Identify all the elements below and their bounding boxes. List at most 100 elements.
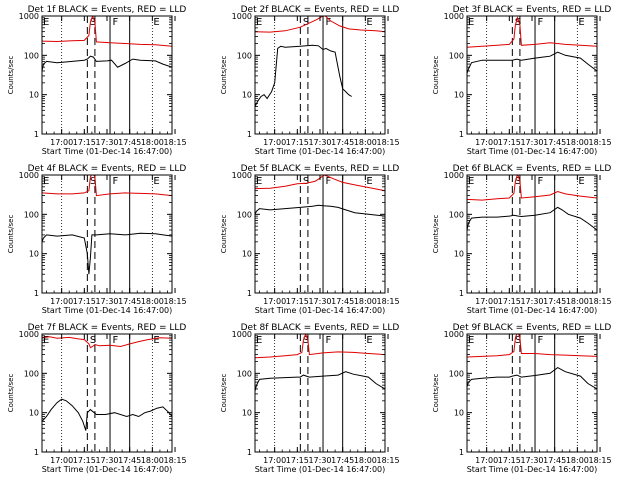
x-tick-label: 18:00	[354, 297, 377, 306]
y-tick-label: 10	[242, 250, 252, 259]
y-tick-label: 100	[237, 210, 252, 219]
y-axis-label: Counts/sec	[7, 374, 15, 413]
x-tick-label: 18:00	[566, 297, 589, 306]
series-lld-red	[42, 336, 172, 349]
x-tick-label: 18:15	[588, 456, 611, 465]
segment-label: E	[43, 335, 49, 346]
x-tick-label: 18:15	[163, 297, 186, 306]
y-tick-label: 1	[34, 289, 39, 298]
segment-label: E	[153, 176, 159, 187]
series-lld-red	[467, 16, 597, 48]
segment-label: E	[468, 335, 474, 346]
panel-title: Det 8f BLACK = Events, RED = LLD	[241, 323, 400, 333]
x-tick-label: 17:15	[498, 138, 521, 147]
x-tick-label: 17:30	[95, 456, 118, 465]
panel-title: Det 7f BLACK = Events, RED = LLD	[28, 323, 187, 333]
x-tick-label: 17:15	[498, 456, 521, 465]
segment-label: S	[90, 176, 96, 187]
y-tick-label: 100	[24, 51, 39, 60]
panel-det-3: Det 3f BLACK = Events, RED = LLD E S F E 1 10 1…	[432, 5, 612, 156]
y-tick-label: 1000	[444, 171, 464, 180]
panel-det-4: Det 4f BLACK = Events, RED = LLD E S F E 1 10 1…	[7, 164, 187, 315]
y-tick-label: 1000	[232, 12, 252, 21]
x-tick-label: 18:00	[566, 456, 589, 465]
x-axis-label: Start Time (01-Dec-14 16:47:00)	[255, 465, 386, 474]
x-tick-label: 17:30	[520, 138, 543, 147]
x-tick-label: 17:45	[331, 138, 354, 147]
x-tick-label: 17:30	[308, 138, 331, 147]
x-tick-label: 17:45	[331, 297, 354, 306]
x-tick-label: 18:15	[376, 456, 399, 465]
plot-frame	[466, 15, 598, 135]
x-tick-label: 18:00	[141, 456, 164, 465]
x-axis-label: Start Time (01-Dec-14 16:47:00)	[42, 147, 173, 156]
x-tick-label: 17:00	[263, 297, 286, 306]
segment-label: S	[303, 176, 309, 187]
x-tick-label: 18:15	[376, 138, 399, 147]
y-axis-label: Counts/sec	[7, 56, 15, 95]
y-tick-label: 1000	[19, 330, 39, 339]
panel-title: Det 5f BLACK = Events, RED = LLD	[241, 164, 400, 174]
y-tick-label: 100	[449, 369, 464, 378]
x-tick-label: 17:45	[118, 138, 141, 147]
series-events-black	[467, 367, 597, 390]
y-axis-label: Counts/sec	[220, 215, 228, 254]
series-events-black	[255, 204, 385, 217]
x-tick-label: 17:00	[50, 456, 73, 465]
panel-det-5: Det 5f BLACK = Events, RED = LLD E S F E 1 10 1…	[220, 164, 400, 315]
x-axis-label: Start Time (01-Dec-14 16:47:00)	[42, 465, 173, 474]
y-axis-label: Counts/sec	[432, 215, 440, 254]
y-tick-label: 1000	[444, 12, 464, 21]
panel-det-6: Det 6f BLACK = Events, RED = LLD E S F E 1 10 1…	[432, 164, 612, 315]
y-tick-label: 100	[237, 369, 252, 378]
x-tick-label: 18:00	[141, 297, 164, 306]
x-tick-label: 17:15	[73, 138, 96, 147]
x-axis-label: Start Time (01-Dec-14 16:47:00)	[255, 147, 386, 156]
x-tick-label: 17:30	[308, 456, 331, 465]
y-tick-label: 10	[454, 250, 464, 259]
x-tick-label: 17:45	[118, 456, 141, 465]
y-tick-label: 1000	[19, 12, 39, 21]
y-axis-label: Counts/sec	[220, 374, 228, 413]
segment-label: F	[113, 17, 119, 28]
y-tick-label: 100	[449, 210, 464, 219]
segment-label: F	[113, 176, 119, 187]
segment-label: E	[153, 17, 159, 28]
y-tick-label: 10	[242, 409, 252, 418]
y-axis-label: Counts/sec	[432, 374, 440, 413]
segment-label: E	[43, 176, 49, 187]
y-tick-label: 1000	[444, 330, 464, 339]
series-lld-red	[467, 175, 597, 201]
series-events-black	[467, 51, 597, 74]
y-tick-label: 1000	[19, 171, 39, 180]
y-axis-label: Counts/sec	[7, 215, 15, 254]
y-tick-label: 1	[34, 448, 39, 457]
x-axis-label: Start Time (01-Dec-14 16:47:00)	[467, 147, 598, 156]
segment-label: F	[326, 176, 332, 187]
segment-label: E	[366, 17, 372, 28]
x-tick-label: 18:15	[163, 456, 186, 465]
x-axis-label: Start Time (01-Dec-14 16:47:00)	[42, 306, 173, 315]
x-tick-label: 17:15	[73, 297, 96, 306]
x-tick-label: 17:45	[543, 138, 566, 147]
segment-label: F	[326, 17, 332, 28]
y-tick-label: 100	[24, 369, 39, 378]
segment-label: F	[326, 335, 332, 346]
y-tick-label: 10	[454, 409, 464, 418]
x-tick-label: 18:00	[354, 138, 377, 147]
segment-label: S	[303, 335, 309, 346]
x-tick-label: 17:00	[475, 456, 498, 465]
segment-label: S	[303, 17, 309, 28]
series-events-black	[42, 398, 172, 431]
y-tick-label: 100	[24, 210, 39, 219]
x-tick-label: 18:00	[141, 138, 164, 147]
x-tick-label: 17:45	[543, 456, 566, 465]
segment-label: S	[90, 17, 96, 28]
panel-title: Det 1f BLACK = Events, RED = LLD	[28, 5, 187, 15]
x-tick-label: 17:00	[50, 297, 73, 306]
y-axis-label: Counts/sec	[432, 56, 440, 95]
x-tick-label: 18:00	[354, 456, 377, 465]
x-tick-label: 17:45	[543, 297, 566, 306]
plot-frame	[466, 333, 598, 453]
series-lld-red	[255, 334, 385, 359]
